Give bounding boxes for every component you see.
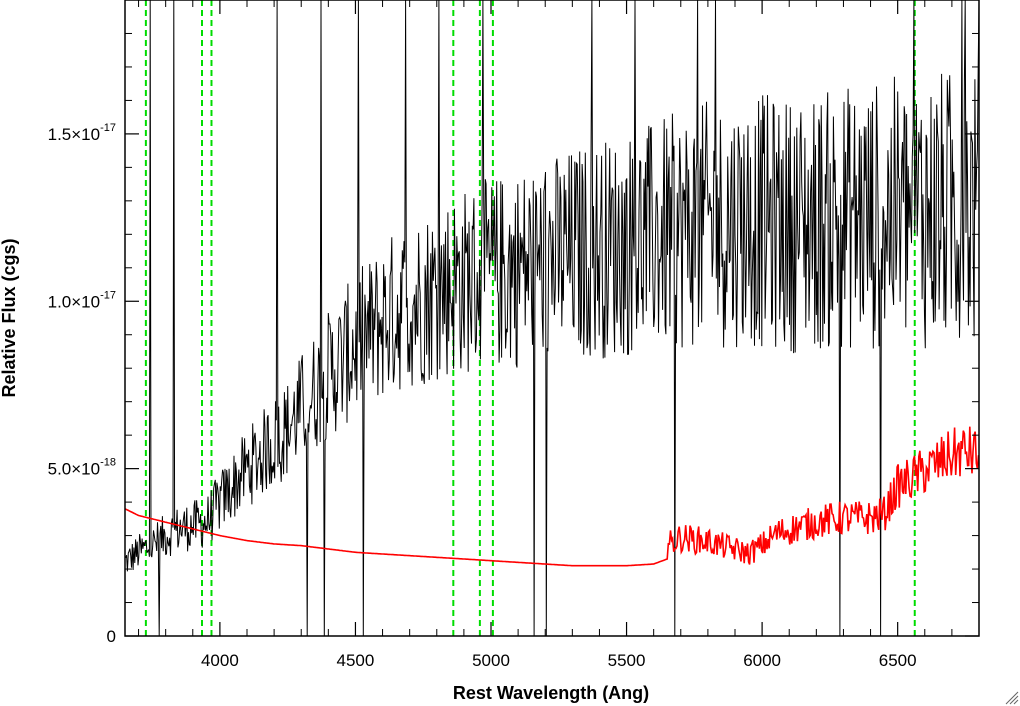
x-tick-label: 6500 bbox=[879, 651, 917, 670]
y-axis-label: Relative Flux (cgs) bbox=[0, 238, 19, 397]
series-line bbox=[124, 426, 980, 567]
y-axis-ticks: 0 5.0×10-18 1.0×10-17 1.5×10-17 bbox=[48, 32, 979, 646]
x-axis-ticks: 4000 4500 5000 5500 6000 6500 bbox=[138, 0, 980, 670]
x-tick-label: 5000 bbox=[472, 651, 510, 670]
plot-frame bbox=[124, 0, 980, 637]
x-tick-label: 6000 bbox=[743, 651, 781, 670]
y-tick-label: 1.0×10-17 bbox=[48, 289, 116, 311]
x-tick-label: 5500 bbox=[608, 651, 646, 670]
x-tick-label: 4000 bbox=[201, 651, 239, 670]
x-tick-label: 4500 bbox=[337, 651, 375, 670]
series-layer bbox=[124, 0, 980, 637]
y-tick-label: 1.5×10-17 bbox=[48, 122, 116, 144]
y-tick-label: 5.0×10-18 bbox=[48, 457, 116, 479]
x-axis-label: Rest Wavelength (Ang) bbox=[453, 683, 649, 703]
y-tick-label: 0 bbox=[107, 627, 116, 646]
resize-grip-icon[interactable] bbox=[1005, 691, 1019, 705]
series-line bbox=[124, 0, 980, 637]
